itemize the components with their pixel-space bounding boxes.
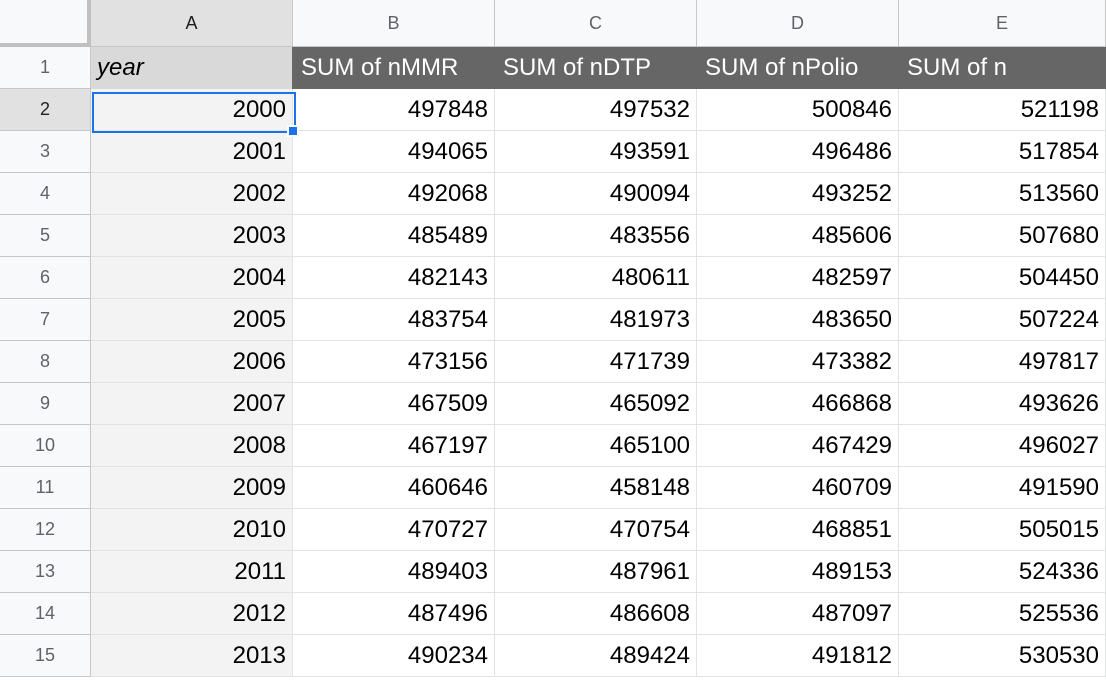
- value-cell[interactable]: 494065: [293, 131, 495, 173]
- value-cell[interactable]: 471739: [495, 341, 697, 383]
- value-cell[interactable]: 489403: [293, 551, 495, 593]
- year-cell[interactable]: 2002: [91, 173, 293, 215]
- column-header-d[interactable]: D: [697, 0, 899, 47]
- value-cell[interactable]: 490234: [293, 635, 495, 677]
- year-cell[interactable]: 2012: [91, 593, 293, 635]
- value-cell[interactable]: 460709: [697, 467, 899, 509]
- value-cell[interactable]: 491812: [697, 635, 899, 677]
- value-cell[interactable]: 465100: [495, 425, 697, 467]
- value-cell[interactable]: 468851: [697, 509, 899, 551]
- year-cell[interactable]: 2011: [91, 551, 293, 593]
- select-all-corner[interactable]: [0, 0, 91, 47]
- value-cell[interactable]: 467509: [293, 383, 495, 425]
- row-header-1[interactable]: 1: [0, 47, 91, 89]
- value-cell[interactable]: 485606: [697, 215, 899, 257]
- value-cell[interactable]: 486608: [495, 593, 697, 635]
- value-cell[interactable]: 507680: [899, 215, 1106, 257]
- row-header-9[interactable]: 9: [0, 383, 91, 425]
- value-cell[interactable]: 483556: [495, 215, 697, 257]
- value-cell[interactable]: 500846: [697, 89, 899, 131]
- row-header-14[interactable]: 14: [0, 593, 91, 635]
- row-header-10[interactable]: 10: [0, 425, 91, 467]
- column-header-e[interactable]: E: [899, 0, 1106, 47]
- value-cell[interactable]: 525536: [899, 593, 1106, 635]
- fill-handle[interactable]: [287, 125, 299, 137]
- year-cell[interactable]: 2006: [91, 341, 293, 383]
- value-cell[interactable]: 489153: [697, 551, 899, 593]
- value-cell[interactable]: 497817: [899, 341, 1106, 383]
- value-cell[interactable]: 467197: [293, 425, 495, 467]
- value-cell[interactable]: 517854: [899, 131, 1106, 173]
- value-cell[interactable]: 482597: [697, 257, 899, 299]
- value-cell[interactable]: 496027: [899, 425, 1106, 467]
- value-cell[interactable]: 487496: [293, 593, 495, 635]
- pivot-row-header-cell[interactable]: year: [91, 47, 293, 89]
- row-header-2[interactable]: 2: [0, 89, 91, 131]
- value-cell[interactable]: 521198: [899, 89, 1106, 131]
- value-cell[interactable]: 473156: [293, 341, 495, 383]
- value-cell[interactable]: 493591: [495, 131, 697, 173]
- value-cell[interactable]: 487097: [697, 593, 899, 635]
- pivot-column-header-cell[interactable]: SUM of nMMR: [293, 47, 495, 89]
- row-header-6[interactable]: 6: [0, 257, 91, 299]
- value-cell[interactable]: 490094: [495, 173, 697, 215]
- row-header-15[interactable]: 15: [0, 635, 91, 677]
- value-cell[interactable]: 470754: [495, 509, 697, 551]
- value-cell[interactable]: 497532: [495, 89, 697, 131]
- row-header-8[interactable]: 8: [0, 341, 91, 383]
- value-cell[interactable]: 530530: [899, 635, 1106, 677]
- value-cell[interactable]: 483754: [293, 299, 495, 341]
- row-header-7[interactable]: 7: [0, 299, 91, 341]
- value-cell[interactable]: 489424: [495, 635, 697, 677]
- value-cell[interactable]: 467429: [697, 425, 899, 467]
- value-cell[interactable]: 493626: [899, 383, 1106, 425]
- year-cell[interactable]: 2003: [91, 215, 293, 257]
- value-cell[interactable]: 524336: [899, 551, 1106, 593]
- year-cell[interactable]: 2004: [91, 257, 293, 299]
- value-cell[interactable]: 485489: [293, 215, 495, 257]
- pivot-column-header-cell[interactable]: SUM of n: [899, 47, 1106, 89]
- year-cell[interactable]: 2007: [91, 383, 293, 425]
- value-cell[interactable]: 493252: [697, 173, 899, 215]
- column-header-c[interactable]: C: [495, 0, 697, 47]
- column-header-a[interactable]: A: [91, 0, 293, 47]
- row-header-13[interactable]: 13: [0, 551, 91, 593]
- row-header-3[interactable]: 3: [0, 131, 91, 173]
- value-cell[interactable]: 513560: [899, 173, 1106, 215]
- year-cell[interactable]: 2013: [91, 635, 293, 677]
- value-cell[interactable]: 497848: [293, 89, 495, 131]
- year-cell[interactable]: 2000: [91, 89, 293, 131]
- value-cell[interactable]: 505015: [899, 509, 1106, 551]
- row-header-11[interactable]: 11: [0, 467, 91, 509]
- value-cell[interactable]: 487961: [495, 551, 697, 593]
- value-cell[interactable]: 481973: [495, 299, 697, 341]
- value-cell[interactable]: 504450: [899, 257, 1106, 299]
- year-cell[interactable]: 2008: [91, 425, 293, 467]
- value-cell[interactable]: 458148: [495, 467, 697, 509]
- value-cell[interactable]: 496486: [697, 131, 899, 173]
- year-cell[interactable]: 2010: [91, 509, 293, 551]
- year-cell[interactable]: 2009: [91, 467, 293, 509]
- value-cell[interactable]: 470727: [293, 509, 495, 551]
- pivot-column-header-cell[interactable]: SUM of nDTP: [495, 47, 697, 89]
- value-cell[interactable]: 460646: [293, 467, 495, 509]
- value-cell[interactable]: 507224: [899, 299, 1106, 341]
- value-cell[interactable]: 465092: [495, 383, 697, 425]
- value-cell[interactable]: 473382: [697, 341, 899, 383]
- value-cell[interactable]: 480611: [495, 257, 697, 299]
- row-header-4[interactable]: 4: [0, 173, 91, 215]
- row-header-5[interactable]: 5: [0, 215, 91, 257]
- pivot-column-header-cell[interactable]: SUM of nPolio: [697, 47, 899, 89]
- year-cell[interactable]: 2001: [91, 131, 293, 173]
- value-cell[interactable]: 491590: [899, 467, 1106, 509]
- column-header-b[interactable]: B: [293, 0, 495, 47]
- value-cell[interactable]: 466868: [697, 383, 899, 425]
- year-cell[interactable]: 2005: [91, 299, 293, 341]
- value-cell[interactable]: 483650: [697, 299, 899, 341]
- value-cell[interactable]: 492068: [293, 173, 495, 215]
- value-cell[interactable]: 482143: [293, 257, 495, 299]
- row-header-12[interactable]: 12: [0, 509, 91, 551]
